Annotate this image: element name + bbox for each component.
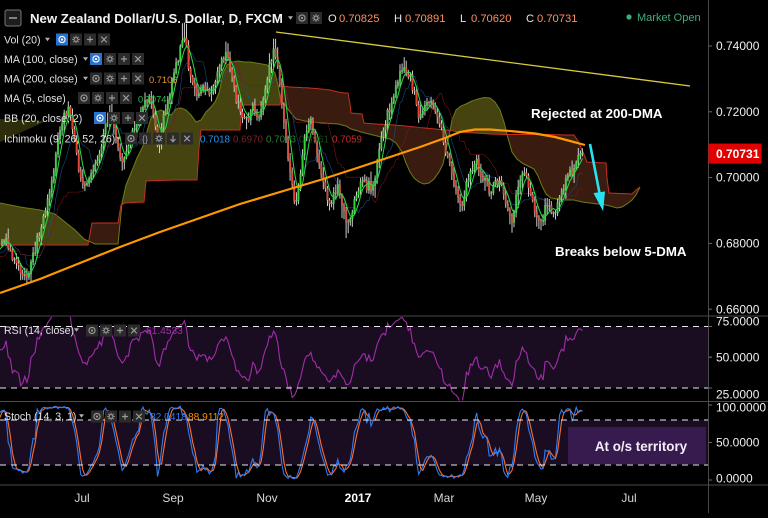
svg-text:Breaks below 5-DMA: Breaks below 5-DMA [555,244,687,259]
svg-text:MA (100, close): MA (100, close) [4,54,78,66]
svg-text:0.7059: 0.7059 [332,135,362,146]
svg-text:0.70731: 0.70731 [716,147,760,161]
svg-text:Jul: Jul [74,491,89,505]
svg-text:RSI (14, close): RSI (14, close) [4,325,74,337]
svg-text:0.72000: 0.72000 [716,105,760,119]
svg-text:Stoch (14, 3, 1): Stoch (14, 3, 1) [4,411,76,423]
svg-text:0.0000: 0.0000 [716,472,753,486]
svg-text:0.74000: 0.74000 [716,39,760,53]
svg-text:0.6961: 0.6961 [299,135,329,146]
svg-text:Jul: Jul [621,491,636,505]
svg-text:Ichimoku (9, 26, 52, 26): Ichimoku (9, 26, 52, 26) [4,134,115,146]
svg-text:0.68000: 0.68000 [716,236,760,250]
svg-text:88.9112: 88.9112 [188,412,224,423]
svg-text:0.70000: 0.70000 [716,171,760,185]
svg-text:100.0000: 100.0000 [716,401,766,415]
svg-text:Market Open: Market Open [637,12,701,24]
svg-text:75.0000: 75.0000 [716,315,760,329]
svg-text:61.4533: 61.4533 [146,326,183,337]
svg-text:H: H [394,13,402,25]
svg-text:0.70891: 0.70891 [405,13,445,25]
svg-text:O: O [328,13,337,25]
svg-text:0.7106: 0.7106 [149,75,177,85]
svg-text:BB (20, close, 2): BB (20, close, 2) [4,113,82,125]
svg-text:50.0000: 50.0000 [716,436,760,450]
svg-text:At o/s territory: At o/s territory [595,439,688,454]
svg-text:{}: {} [142,134,148,144]
svg-text:0.7073: 0.7073 [266,135,297,146]
svg-text:0.66000: 0.66000 [716,303,760,317]
svg-text:25.0000: 25.0000 [716,388,760,402]
svg-text:0.7018: 0.7018 [200,135,231,146]
svg-text:0.70731: 0.70731 [537,13,577,25]
svg-text:C: C [526,13,534,25]
svg-text:MA (5, close): MA (5, close) [4,93,66,105]
svg-text:New Zealand Dollar/U.S. Dollar: New Zealand Dollar/U.S. Dollar, D, FXCM [30,11,283,26]
svg-text:L: L [460,13,466,25]
svg-text:May: May [525,491,548,505]
svg-text:Vol (20): Vol (20) [4,35,41,47]
svg-text:0.70825: 0.70825 [339,13,379,25]
svg-text:82.0418: 82.0418 [150,412,187,423]
svg-text:0.6970: 0.6970 [233,135,264,146]
svg-text:Mar: Mar [434,491,455,505]
svg-text:2017: 2017 [345,491,372,505]
svg-text:0.7074: 0.7074 [138,95,166,105]
svg-text:0.70620: 0.70620 [471,13,511,25]
svg-text:Nov: Nov [256,491,277,505]
svg-text:MA (200, close): MA (200, close) [4,74,78,86]
svg-text:Sep: Sep [162,491,184,505]
svg-text:50.0000: 50.0000 [716,350,760,364]
svg-text:Rejected at 200-DMA: Rejected at 200-DMA [531,106,663,121]
